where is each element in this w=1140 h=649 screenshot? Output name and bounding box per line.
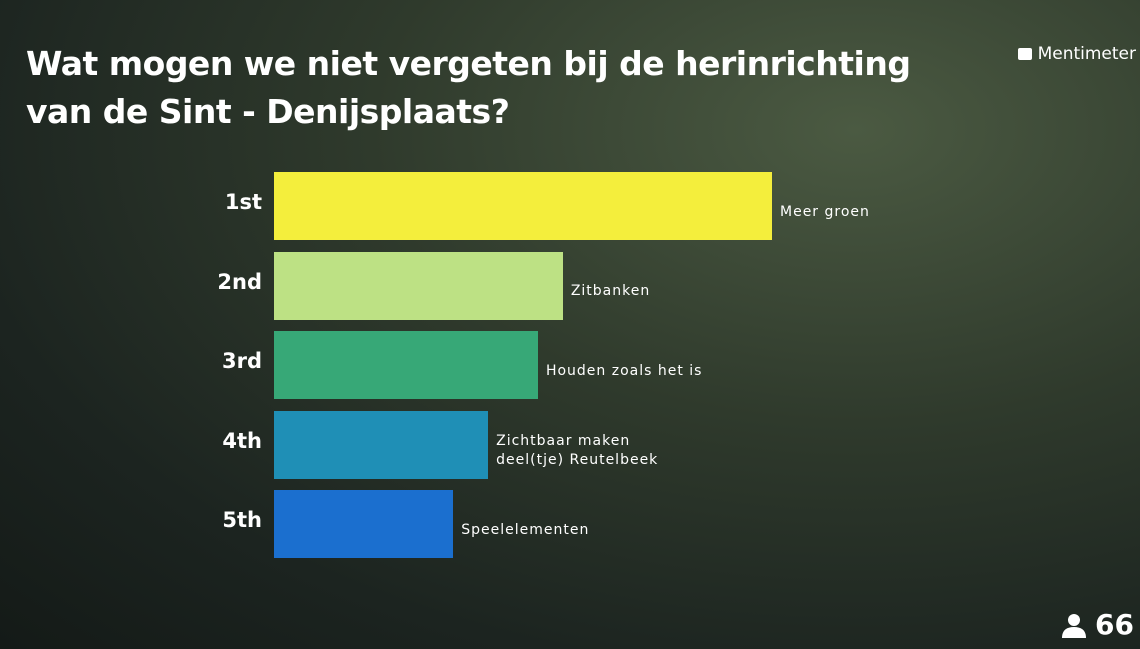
bar-label: Zitbanken xyxy=(570,283,651,299)
brand: Mentimeter xyxy=(1017,44,1136,64)
user-icon xyxy=(1062,613,1087,638)
bar xyxy=(274,410,489,479)
participant-count: 66 xyxy=(1061,608,1134,641)
bar-label: Speelelementen xyxy=(461,521,590,538)
chart-title: Wat mogen we niet vergeten bij de herinr… xyxy=(26,44,911,131)
bar xyxy=(274,251,563,320)
rank-label: 2nd xyxy=(217,269,262,294)
bar xyxy=(274,172,772,240)
bar-label: Houden zoals het is xyxy=(545,362,703,379)
bar-label: Zichtbaar maken deel(tje) Reutelbeek xyxy=(496,432,659,468)
bar xyxy=(274,490,454,558)
bar xyxy=(274,331,538,399)
brand-name: Mentimeter xyxy=(1037,44,1136,64)
participant-number: 66 xyxy=(1095,608,1134,641)
rank-label: 5th xyxy=(222,508,262,532)
rank-label: 1st xyxy=(224,190,262,214)
bar-label: Meer groen xyxy=(780,203,870,220)
brand-icon xyxy=(1017,48,1032,60)
rank-label: 4th xyxy=(222,428,262,453)
rank-label: 3rd xyxy=(221,349,262,373)
